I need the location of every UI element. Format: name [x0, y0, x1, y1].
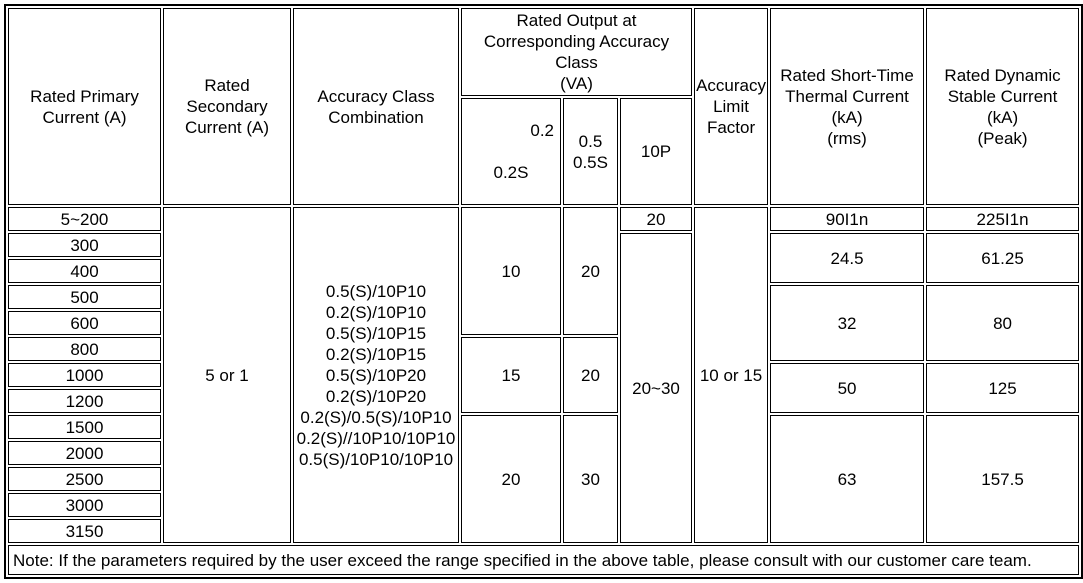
thermal-current-cell: 32	[770, 285, 925, 361]
thermal-current-cell: 63	[770, 415, 925, 543]
va-0-2s-cell: 10	[461, 207, 561, 335]
table-row: 2500	[8, 467, 1079, 491]
va-10p-cell: 20~30	[620, 233, 693, 543]
va-0-5s-cell: 20	[563, 207, 618, 335]
dynamic-current-cell: 61.25	[926, 233, 1080, 283]
primary-current-cell: 300	[8, 233, 161, 257]
primary-current-cell: 1200	[8, 389, 161, 413]
primary-current-cell: 600	[8, 311, 161, 335]
table-row: 1500 20 30 63 157.5	[8, 415, 1080, 543]
ct-specification-table: Rated Primary Current (A) Rated Secondar…	[4, 4, 1083, 579]
va-0-2s-cell: 15	[461, 337, 561, 413]
table-row: 3000	[8, 493, 1079, 517]
table-row: 2000	[8, 441, 1079, 465]
primary-current-cell: 400	[8, 259, 161, 283]
dynamic-current-cell: 125	[926, 363, 1080, 413]
va-10p-cell: 20	[620, 207, 693, 231]
header-dynamic-stable-current: Rated Dynamic Stable Current (kA) (Peak)	[926, 8, 1080, 205]
va-0-2s-cell: 20	[461, 415, 561, 543]
header-accuracy-limit-factor: Accuracy Limit Factor	[694, 8, 769, 205]
primary-current-cell: 2000	[8, 441, 161, 465]
note-row: Note: If the parameters required by the …	[8, 545, 1080, 575]
table-row: 500 32 80	[8, 285, 1080, 361]
table-row: 300 20~30 24.5 61.25	[8, 233, 1080, 543]
table-row: 1000 50 125	[8, 363, 1080, 413]
primary-current-cell: 800	[8, 337, 161, 361]
header-rated-output: Rated Output at Corresponding Accuracy C…	[461, 8, 693, 96]
va-0-5s-cell: 30	[563, 415, 618, 543]
secondary-current-cell: 5 or 1	[163, 207, 291, 543]
table-row: 400	[8, 259, 1079, 283]
primary-current-cell: 500	[8, 285, 161, 309]
thermal-current-cell: 90I1n	[770, 207, 925, 231]
header-va-class-0-2: 0.2 0.2S	[461, 98, 561, 205]
accuracy-class-cell: 0.5(S)/10P10 0.2(S)/10P10 0.5(S)/10P15 0…	[293, 207, 459, 543]
header-va-class-0-5: 0.5 0.5S	[563, 98, 618, 205]
thermal-current-cell: 24.5	[770, 233, 925, 283]
va-class-0-2-label: 0.2	[530, 121, 554, 140]
header-rated-primary-current: Rated Primary Current (A)	[8, 8, 161, 205]
table-row: 1200	[8, 389, 1079, 413]
header-va-class-10p: 10P	[620, 98, 693, 205]
table-row: 800 15 20	[8, 337, 1079, 413]
dynamic-current-cell: 225I1n	[926, 207, 1080, 231]
header-rated-secondary-current: Rated Secondary Current (A)	[163, 8, 291, 205]
header-short-time-thermal-current: Rated Short-Time Thermal Current (kA) (r…	[770, 8, 925, 205]
primary-current-cell: 3000	[8, 493, 161, 517]
table-row: 5~200 5 or 1 0.5(S)/10P10 0.2(S)/10P10 0…	[8, 207, 1080, 543]
table-row: 600	[8, 311, 1079, 335]
primary-current-cell: 2500	[8, 467, 161, 491]
primary-current-cell: 1500	[8, 415, 161, 439]
dynamic-current-cell: 80	[926, 285, 1080, 361]
primary-current-cell: 5~200	[8, 207, 161, 231]
header-accuracy-class-combination: Accuracy Class Combination	[293, 8, 459, 205]
thermal-current-cell: 50	[770, 363, 925, 413]
table-note: Note: If the parameters required by the …	[8, 545, 1080, 575]
primary-current-cell: 3150	[8, 519, 161, 543]
accuracy-limit-factor-cell: 10 or 15	[694, 207, 769, 543]
primary-current-cell: 1000	[8, 363, 161, 387]
dynamic-current-cell: 157.5	[926, 415, 1080, 543]
va-0-5s-cell: 20	[563, 337, 618, 413]
va-class-0-2s-label: 0.2S	[493, 163, 529, 182]
